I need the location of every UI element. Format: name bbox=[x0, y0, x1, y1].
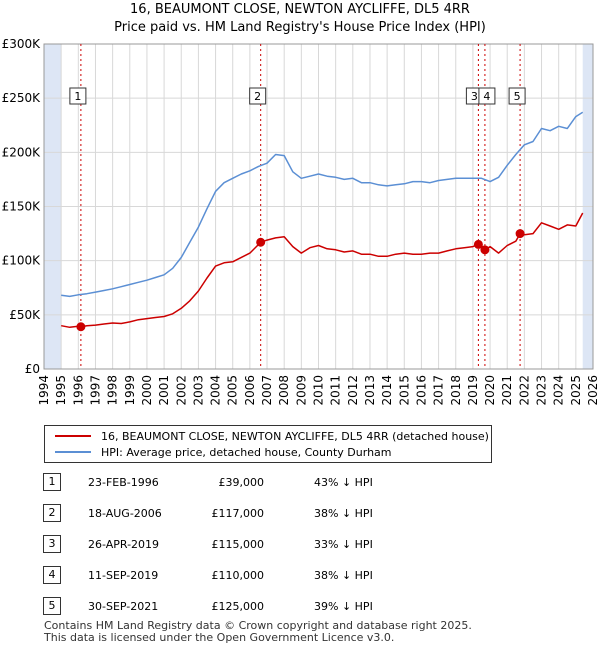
sale-hpi-diff: 43% ↓ HPI bbox=[314, 476, 373, 489]
legend-swatch-hpi bbox=[55, 451, 91, 453]
footer-attribution: Contains HM Land Registry data © Crown c… bbox=[44, 620, 472, 644]
x-tick-label: 2001 bbox=[157, 375, 171, 406]
sale-price: £39,000 bbox=[218, 476, 265, 489]
sale-marker-label: 2 bbox=[249, 87, 267, 105]
x-tick-label: 2019 bbox=[466, 375, 480, 406]
table-row: 4 11-SEP-2019 £110,000 38% ↓ HPI bbox=[0, 566, 600, 586]
sale-marker-label: 1 bbox=[69, 87, 87, 105]
sale-marker-box bbox=[69, 87, 87, 105]
x-tick-label: 1997 bbox=[88, 375, 102, 406]
x-tick-label: 2017 bbox=[432, 375, 446, 406]
sale-marker-number: 1 bbox=[74, 90, 81, 103]
sale-hpi-diff: 33% ↓ HPI bbox=[314, 538, 373, 551]
x-tick-label: 2006 bbox=[243, 375, 257, 406]
x-tick-label: 2026 bbox=[586, 375, 600, 406]
sale-price: £125,000 bbox=[211, 600, 265, 613]
chart-legend: 16, BEAUMONT CLOSE, NEWTON AYCLIFFE, DL5… bbox=[44, 425, 492, 463]
y-tick-label: £150K bbox=[2, 200, 42, 214]
x-tick-label: 2013 bbox=[363, 375, 377, 406]
sale-price: £117,000 bbox=[211, 507, 265, 520]
sale-marker-number: 4 bbox=[483, 90, 490, 103]
hpi-line bbox=[61, 111, 584, 298]
legend-item-hpi: HPI: Average price, detached house, Coun… bbox=[55, 444, 392, 460]
legend-swatch-property bbox=[55, 435, 91, 437]
table-row: 3 26-APR-2019 £115,000 33% ↓ HPI bbox=[0, 535, 600, 555]
table-row: 2 18-AUG-2006 £117,000 38% ↓ HPI bbox=[0, 504, 600, 524]
sale-marker-box bbox=[508, 87, 526, 105]
sale-hpi-diff: 38% ↓ HPI bbox=[314, 569, 373, 582]
x-tick-label: 2009 bbox=[294, 375, 308, 406]
sale-price: £115,000 bbox=[211, 538, 265, 551]
sale-date: 26-APR-2019 bbox=[88, 538, 160, 551]
legend-label-property: 16, BEAUMONT CLOSE, NEWTON AYCLIFFE, DL5… bbox=[101, 429, 489, 443]
x-tick-label: 1999 bbox=[123, 375, 137, 406]
x-tick-label: 2021 bbox=[500, 375, 514, 406]
sale-date: 11-SEP-2019 bbox=[88, 569, 159, 582]
sale-price: £110,000 bbox=[211, 569, 265, 582]
sale-point bbox=[515, 229, 525, 239]
x-tick-label: 2025 bbox=[569, 375, 583, 406]
y-tick-label: £300K bbox=[2, 37, 42, 51]
chart-subtitle: Price paid vs. HM Land Registry's House … bbox=[114, 20, 486, 35]
table-row: 5 30-SEP-2021 £125,000 39% ↓ HPI bbox=[0, 597, 600, 617]
sale-marker-box bbox=[249, 87, 267, 105]
x-tick-label: 2020 bbox=[483, 375, 497, 406]
x-tick-label: 1994 bbox=[37, 375, 51, 406]
sale-number: 4 bbox=[43, 566, 61, 584]
sale-date: 30-SEP-2021 bbox=[88, 600, 159, 613]
x-tick-label: 2007 bbox=[260, 375, 274, 406]
x-tick-label: 2022 bbox=[517, 375, 531, 406]
footer-licence: This data is licensed under the Open Gov… bbox=[44, 631, 395, 644]
footer-copyright: Contains HM Land Registry data © Crown c… bbox=[44, 619, 472, 632]
x-tick-label: 2000 bbox=[140, 375, 154, 406]
sale-point bbox=[473, 239, 483, 249]
sale-marker-number: 2 bbox=[254, 90, 261, 103]
chart-title: 16, BEAUMONT CLOSE, NEWTON AYCLIFFE, DL5… bbox=[130, 2, 470, 17]
legend-label-hpi: HPI: Average price, detached house, Coun… bbox=[101, 445, 392, 459]
x-tick-label: 2011 bbox=[329, 375, 343, 406]
x-tick-label: 2008 bbox=[277, 375, 291, 406]
x-tick-label: 2012 bbox=[346, 375, 360, 406]
y-tick-label: £250K bbox=[2, 91, 42, 105]
y-tick-label: £200K bbox=[2, 145, 42, 159]
sale-date: 23-FEB-1996 bbox=[88, 476, 159, 489]
sale-marker-label: 4 bbox=[478, 87, 496, 105]
table-row: 1 23-FEB-1996 £39,000 43% ↓ HPI bbox=[0, 473, 600, 493]
y-tick-label: £50K bbox=[9, 308, 41, 322]
x-tick-label: 2005 bbox=[226, 375, 240, 406]
sale-marker-label: 5 bbox=[508, 87, 526, 105]
x-tick-label: 2018 bbox=[449, 375, 463, 406]
x-tick-label: 1996 bbox=[71, 375, 85, 406]
y-tick-label: £100K bbox=[2, 254, 42, 268]
legend-item-property: 16, BEAUMONT CLOSE, NEWTON AYCLIFFE, DL5… bbox=[55, 428, 489, 444]
y-tick-label: £0 bbox=[25, 362, 40, 376]
x-tick-label: 1995 bbox=[54, 375, 68, 406]
x-tick-label: 2010 bbox=[312, 375, 326, 406]
sale-point bbox=[256, 237, 266, 247]
sale-marker-number: 5 bbox=[514, 90, 521, 103]
x-tick-label: 2015 bbox=[397, 375, 411, 406]
sale-marker-box bbox=[478, 87, 496, 105]
sale-date: 18-AUG-2006 bbox=[88, 507, 162, 520]
x-tick-label: 2002 bbox=[174, 375, 188, 406]
sale-hpi-diff: 39% ↓ HPI bbox=[314, 600, 373, 613]
property-price-line bbox=[61, 212, 584, 329]
x-tick-label: 2014 bbox=[380, 375, 394, 406]
x-tick-label: 2023 bbox=[535, 375, 549, 406]
sale-point bbox=[76, 322, 86, 332]
x-tick-label: 2003 bbox=[191, 375, 205, 406]
sale-marker-number: 3 bbox=[471, 90, 478, 103]
x-tick-label: 2016 bbox=[414, 375, 428, 406]
sale-hpi-diff: 38% ↓ HPI bbox=[314, 507, 373, 520]
x-tick-label: 2024 bbox=[552, 375, 566, 406]
sale-point bbox=[480, 245, 490, 255]
sale-number: 3 bbox=[43, 535, 61, 553]
sale-number: 2 bbox=[43, 504, 61, 522]
x-tick-label: 1998 bbox=[106, 375, 120, 406]
x-tick-label: 2004 bbox=[209, 375, 223, 406]
plot-border bbox=[43, 43, 594, 370]
sale-number: 5 bbox=[43, 597, 61, 615]
sale-number: 1 bbox=[43, 473, 61, 491]
